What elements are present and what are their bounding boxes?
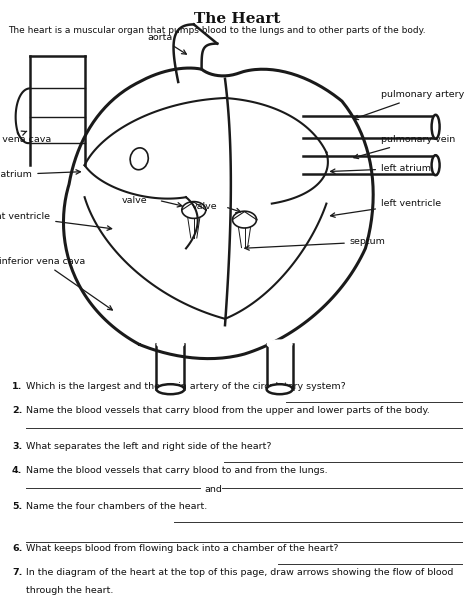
Ellipse shape [266,384,292,394]
Text: 3.: 3. [12,442,22,451]
Text: 6.: 6. [12,544,22,553]
Text: right ventricle: right ventricle [0,212,112,230]
Ellipse shape [156,340,184,349]
Text: In the diagram of the heart at the top of this page, draw arrows showing the flo: In the diagram of the heart at the top o… [26,568,453,577]
Text: through the heart.: through the heart. [26,586,113,595]
Text: pulmonary vein: pulmonary vein [354,135,455,158]
Text: left atrium: left atrium [330,164,431,173]
Text: pulmonary artery: pulmonary artery [354,90,464,119]
Text: 1.: 1. [12,382,22,391]
Text: valve: valve [191,202,217,211]
Text: aorta: aorta [147,32,186,54]
Text: septum: septum [245,238,386,250]
Text: Name the four chambers of the heart.: Name the four chambers of the heart. [26,502,207,511]
Text: 4.: 4. [12,466,22,475]
Text: and: and [204,485,222,494]
Text: 5.: 5. [12,502,22,511]
Text: What keeps blood from flowing back into a chamber of the heart?: What keeps blood from flowing back into … [26,544,338,553]
Text: Which is the largest and the main artery of the circulatory system?: Which is the largest and the main artery… [26,382,346,391]
Ellipse shape [130,148,148,170]
Ellipse shape [266,340,292,349]
Text: 7.: 7. [12,568,22,577]
Text: Name the blood vessels that carry blood to and from the lungs.: Name the blood vessels that carry blood … [26,466,328,475]
Text: right atrium: right atrium [0,170,81,179]
Text: left ventricle: left ventricle [330,199,441,217]
Text: superior vena cava: superior vena cava [0,131,51,144]
Text: The heart is a muscular organ that pumps blood to the lungs and to other parts o: The heart is a muscular organ that pumps… [8,26,426,35]
Ellipse shape [156,384,184,394]
Text: Name the blood vessels that carry blood from the upper and lower parts of the bo: Name the blood vessels that carry blood … [26,406,430,415]
Ellipse shape [432,115,439,139]
Ellipse shape [432,155,439,175]
Text: What separates the left and right side of the heart?: What separates the left and right side o… [26,442,272,451]
Text: inferior vena cava: inferior vena cava [0,257,112,310]
Text: 2.: 2. [12,406,22,415]
Text: The Heart: The Heart [194,12,280,26]
Text: valve: valve [121,196,147,205]
